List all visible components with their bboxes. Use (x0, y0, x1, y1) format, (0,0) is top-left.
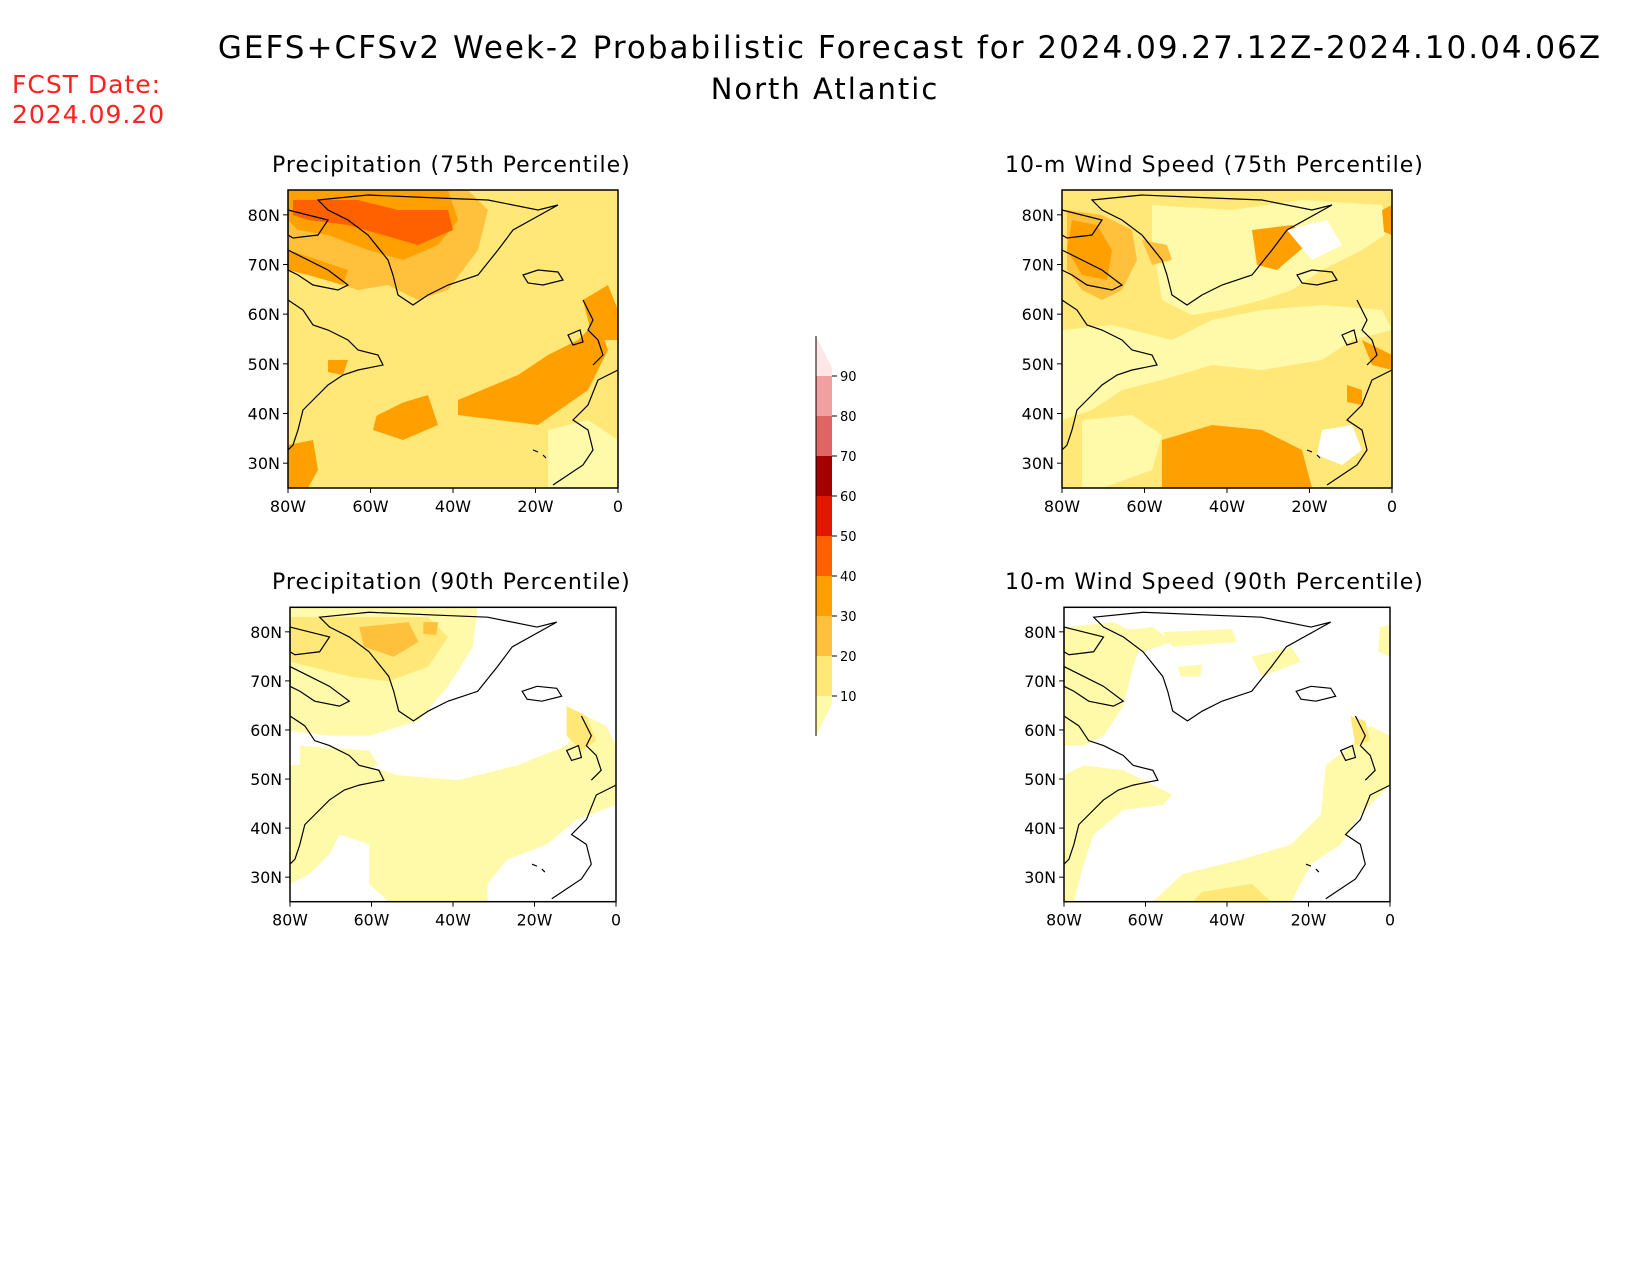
lat-axis: 80N 70N 60N 50N 40N 30N (1022, 206, 1062, 473)
colorbar-box (816, 656, 832, 696)
probability-shading (1062, 200, 1392, 488)
lat-tick-label: 70N (1022, 256, 1054, 275)
lat-tick-label: 50N (1022, 355, 1054, 374)
panel-title-precip-90: Precipitation (90th Percentile) (272, 570, 631, 595)
lon-tick-label: 80W (1046, 910, 1082, 929)
lat-tick-label: 40N (1022, 405, 1054, 424)
lat-tick-label: 60N (250, 721, 282, 740)
colorbar-label: 90 (840, 370, 857, 385)
panel-title-wind-75: 10-m Wind Speed (75th Percentile) (1005, 153, 1424, 178)
title-line: GEFS+CFSv2 Week-2 Probabilistic Forecast… (217, 30, 1603, 66)
lat-axis: 80N 70N 60N 50N 40N 30N (250, 623, 290, 887)
colorbar-box (816, 696, 832, 736)
figure-title: GEFS+CFSv2 Week-2 Probabilistic Forecast… (0, 30, 1650, 106)
lat-tick-label: 40N (248, 405, 280, 424)
map-wind-90: 80W 60W 40W 20W 0 80N 70N 60N 50N 40N 30N (1024, 606, 1395, 929)
lat-tick-label: 50N (248, 355, 280, 374)
forecast-date: FCST Date: 2024.09.20 (12, 70, 165, 130)
lon-tick-label: 80W (272, 910, 308, 929)
lat-tick-label: 30N (1024, 868, 1056, 887)
map-precip-75: 80W 60W 40W 20W 0 80N 70N 60N 50N 40N 30N (248, 189, 623, 516)
lon-tick-label: 40W (435, 497, 471, 516)
colorbar-boxes (815, 336, 832, 736)
map-precip-90: 80W 60W 40W 20W 0 80N 70N 60N 50N 40N 30N (250, 606, 621, 929)
coastlines (289, 611, 617, 900)
lat-axis: 80N 70N 60N 50N 40N 30N (1024, 623, 1064, 887)
lon-tick-label: 20W (1291, 497, 1327, 516)
lat-tick-label: 40N (250, 819, 282, 838)
lat-tick-label: 40N (1024, 819, 1056, 838)
lat-tick-label: 60N (1022, 305, 1054, 324)
colorbar-label: 10 (840, 690, 857, 705)
lon-axis: 80W 60W 40W 20W 0 (272, 901, 621, 929)
panel-title-precip-75: Precipitation (75th Percentile) (272, 153, 631, 178)
colorbar-box (816, 456, 832, 496)
colorbar-label: 20 (840, 650, 857, 665)
lat-tick-label: 70N (248, 256, 280, 275)
lon-tick-label: 60W (1128, 910, 1164, 929)
lon-tick-label: 60W (1126, 497, 1162, 516)
lat-tick-label: 50N (1024, 770, 1056, 789)
coastlines (1063, 611, 1391, 900)
panel-title-wind-90: 10-m Wind Speed (90th Percentile) (1005, 570, 1424, 595)
lat-tick-label: 50N (250, 770, 282, 789)
colorbar-label: 30 (840, 610, 857, 625)
lon-tick-label: 80W (1044, 497, 1080, 516)
colorbar-box (816, 576, 832, 616)
colorbar-box (816, 496, 832, 536)
lon-tick-label: 0 (611, 910, 621, 929)
colorbar-label: 70 (840, 450, 857, 465)
lat-tick-label: 80N (1022, 206, 1054, 225)
region-title: North Atlantic (710, 72, 940, 106)
lat-tick-label: 80N (248, 206, 280, 225)
lon-tick-label: 20W (517, 497, 553, 516)
colorbar-box (816, 416, 832, 456)
lat-tick-label: 60N (248, 305, 280, 324)
lon-tick-label: 20W (1291, 910, 1327, 929)
fcst-date-value: 2024.09.20 (12, 100, 166, 129)
colorbar-box (816, 536, 832, 576)
colorbar-label: 50 (840, 530, 857, 545)
lat-axis: 80N 70N 60N 50N 40N 30N (248, 206, 288, 473)
lon-tick-label: 0 (613, 497, 623, 516)
lat-tick-label: 80N (250, 623, 282, 642)
lat-tick-label: 30N (1022, 454, 1054, 473)
colorbar-label: 60 (840, 490, 857, 505)
colorbar-label: 80 (840, 410, 857, 425)
coastlines (1061, 194, 1393, 486)
fcst-date-label: FCST Date: (12, 70, 162, 99)
lon-tick-label: 0 (1387, 497, 1397, 516)
lat-tick-label: 70N (1024, 672, 1056, 691)
lat-tick-label: 80N (1024, 623, 1056, 642)
probability-shading (290, 607, 616, 902)
lon-axis: 80W 60W 40W 20W 0 (1046, 901, 1395, 929)
colorbar-label: 40 (840, 570, 857, 585)
lat-tick-label: 30N (248, 454, 280, 473)
colorbar-box (816, 336, 832, 376)
lon-axis: 80W 60W 40W 20W 0 (270, 488, 623, 516)
lon-tick-label: 40W (1209, 497, 1245, 516)
lon-axis: 80W 60W 40W 20W 0 (1044, 488, 1397, 516)
colorbar-box (816, 616, 832, 656)
lat-tick-label: 70N (250, 672, 282, 691)
probability-shading (288, 190, 618, 488)
lon-tick-label: 0 (1385, 910, 1395, 929)
colorbar-labels: 90 80 70 60 50 40 30 20 10 (832, 370, 857, 705)
colorbar: 90 80 70 60 50 40 30 20 10 (815, 336, 857, 736)
lon-tick-label: 40W (1209, 910, 1245, 929)
lon-tick-label: 60W (352, 497, 388, 516)
colorbar-box (816, 376, 832, 416)
lon-tick-label: 60W (354, 910, 390, 929)
lat-tick-label: 60N (1024, 721, 1056, 740)
lon-tick-label: 40W (435, 910, 471, 929)
map-wind-75: 80W 60W 40W 20W 0 80N 70N 60N 50N 40N 30N (1022, 189, 1397, 516)
lon-tick-label: 20W (517, 910, 553, 929)
lat-tick-label: 30N (250, 868, 282, 887)
lon-tick-label: 80W (270, 497, 306, 516)
